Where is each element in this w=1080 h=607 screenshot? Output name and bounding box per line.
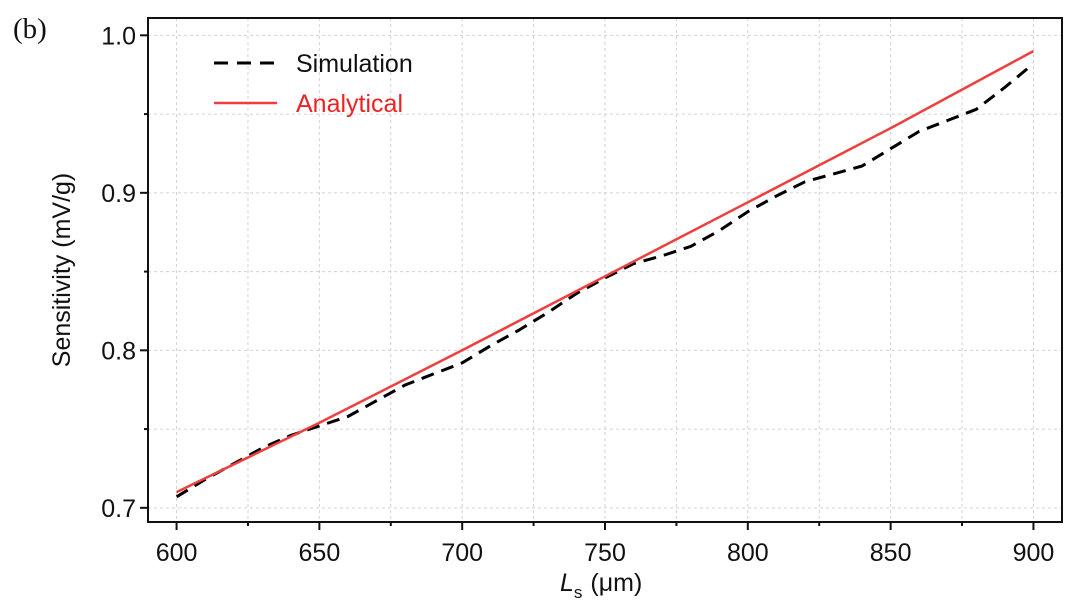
- x-tick-label: 600: [156, 539, 198, 567]
- y-tick-label: 0.7: [101, 495, 136, 523]
- x-tick-label: 650: [299, 539, 341, 567]
- series-line-analytical: [176, 50, 1034, 494]
- x-axis-label-subscript: s: [574, 583, 583, 602]
- y-tick-label: 1.0: [101, 22, 136, 50]
- legend-label-simulation: Simulation: [296, 50, 413, 78]
- x-axis-label: Ls (μm): [560, 569, 642, 602]
- y-tick-label: 0.8: [101, 337, 136, 365]
- panel-label: (b): [13, 13, 47, 45]
- y-tick-label: 0.9: [101, 180, 136, 208]
- x-tick-label: 850: [870, 539, 912, 567]
- x-tick-label: 800: [727, 539, 769, 567]
- x-axis-label-unit: (μm): [590, 569, 642, 597]
- x-tick-label: 900: [1013, 539, 1055, 567]
- x-tick-label: 750: [584, 539, 626, 567]
- x-axis-label-symbol: L: [560, 569, 574, 597]
- data-series: [175, 50, 1035, 499]
- y-axis-label: Sensitivity (mV/g): [48, 173, 76, 367]
- x-tick-label: 700: [441, 539, 483, 567]
- plot-frame: [147, 17, 1063, 523]
- tick-labels: 600 650 700 750 800 850 900 0.7 0.8 0.9 1.0: [101, 22, 1054, 567]
- legend: Simulation Analytical: [214, 50, 413, 118]
- series-line-simulation: [175, 62, 1035, 499]
- grid: [148, 18, 1062, 522]
- legend-label-analytical: Analytical: [296, 90, 403, 118]
